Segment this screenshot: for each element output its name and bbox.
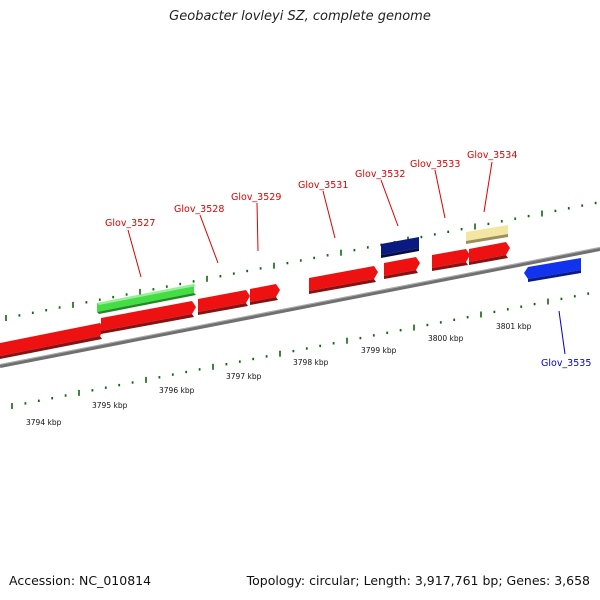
scale-label: 3801 kbp bbox=[496, 322, 532, 331]
yellow-feature bbox=[466, 225, 508, 244]
gene-label-glov-3528: Glov_3528 bbox=[174, 204, 224, 215]
accession-text: Accession: NC_010814 bbox=[9, 573, 152, 588]
scale-label: 3794 kbp bbox=[26, 418, 62, 427]
callout-glov-3527 bbox=[127, 229, 142, 278]
scale-label: 3800 kbp bbox=[428, 334, 464, 343]
gene-label-glov-3529: Glov_3529 bbox=[231, 192, 281, 203]
callout-lines bbox=[127, 161, 493, 278]
scale-label: 3796 kbp bbox=[159, 386, 195, 395]
callout-glov-3528 bbox=[199, 214, 219, 264]
cds-arrow-8 bbox=[469, 242, 510, 265]
gene-label-glov-3531: Glov_3531 bbox=[298, 180, 348, 191]
scale-label-group: 3794 kbp 3795 kbp 3796 kbp 3797 kbp 3798… bbox=[26, 322, 532, 427]
genome-backbone-highlight bbox=[0, 247, 600, 365]
genome-summary-text: Topology: circular; Length: 3,917,761 bp… bbox=[246, 573, 590, 588]
scale-label: 3798 kbp bbox=[293, 358, 329, 367]
callout-glov-3532 bbox=[380, 179, 399, 227]
callout-glov-3531 bbox=[322, 190, 336, 239]
cds-arrow-3 bbox=[198, 290, 250, 315]
cds-arrow-4 bbox=[250, 284, 280, 305]
reverse-cds-arrow bbox=[524, 258, 581, 282]
gene-label-glov-3527: Glov_3527 bbox=[105, 218, 155, 229]
callout-glov-3535 bbox=[558, 310, 566, 355]
gene-label-glov-3535: Glov_3535 bbox=[541, 358, 591, 369]
map-title: Geobacter lovleyi SZ, complete genome bbox=[169, 9, 431, 24]
gene-label-glov-3533: Glov_3533 bbox=[410, 159, 460, 170]
cds-arrow-6 bbox=[384, 257, 420, 279]
scale-label: 3799 kbp bbox=[361, 346, 397, 355]
upper-tick-track bbox=[5, 201, 597, 321]
cds-arrow-7 bbox=[432, 249, 470, 271]
scale-label: 3797 kbp bbox=[226, 372, 262, 381]
cds-arrow-5 bbox=[309, 266, 378, 294]
cds-arrow-2 bbox=[101, 301, 196, 334]
genome-backbone bbox=[0, 247, 600, 368]
gene-label-glov-3532: Glov_3532 bbox=[355, 169, 405, 180]
green-feature bbox=[97, 284, 196, 314]
forward-cds-arrows bbox=[0, 242, 510, 359]
gene-label-glov-3534: Glov_3534 bbox=[467, 150, 517, 161]
navy-feature bbox=[381, 237, 419, 258]
callout-glov-3534 bbox=[483, 161, 493, 213]
callout-glov-3529 bbox=[256, 202, 259, 252]
cds-arrow-1 bbox=[0, 323, 104, 359]
callout-glov-3533 bbox=[434, 169, 446, 219]
gene-label-group: Glov_3527 Glov_3528 Glov_3529 Glov_3531 … bbox=[105, 150, 591, 369]
lower-tick-track bbox=[11, 292, 590, 409]
scale-label: 3795 kbp bbox=[92, 401, 128, 410]
